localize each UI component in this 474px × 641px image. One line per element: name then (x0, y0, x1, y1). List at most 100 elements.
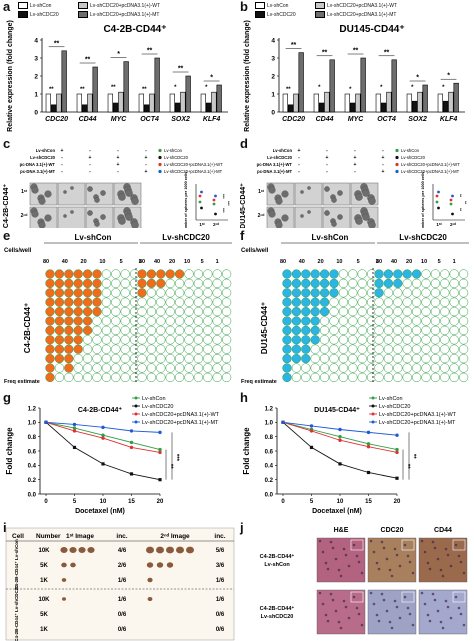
well (393, 316, 403, 326)
well (430, 297, 441, 307)
well (348, 363, 358, 373)
well (174, 325, 185, 336)
well (430, 269, 441, 279)
data-point (212, 198, 216, 202)
well (193, 344, 204, 354)
inc-cell: 1/6 (118, 578, 127, 584)
nucleus (462, 571, 466, 575)
nucleus (428, 619, 432, 623)
well (357, 335, 367, 345)
well (357, 372, 367, 383)
well (319, 325, 330, 336)
y-axis-label: Fold change (5, 427, 14, 475)
y-tick-label: 0.2 (28, 478, 37, 484)
well (319, 288, 330, 298)
nucleus (372, 602, 376, 606)
legend-item: Lv-shCDC20+pcDNA3.1(+)-WT (78, 2, 160, 9)
well (54, 306, 65, 317)
well (440, 316, 450, 326)
inset-box (452, 539, 466, 551)
well (82, 297, 93, 307)
well (282, 335, 292, 345)
well (430, 278, 441, 289)
well (374, 288, 384, 298)
well (111, 316, 121, 326)
well (137, 325, 147, 336)
nucleus (428, 567, 432, 571)
well (402, 372, 412, 383)
condition-mark: + (298, 148, 301, 154)
spheroid (331, 221, 337, 227)
data-point (366, 430, 371, 435)
well (301, 297, 311, 307)
nucleus (406, 606, 410, 610)
well (329, 325, 339, 336)
side-label: C4-2B-CD44⁺ (23, 303, 32, 353)
spheroid (125, 189, 133, 197)
legend-marker (395, 148, 399, 153)
condition-label: Lv-shCDC20 (30, 155, 56, 160)
x-tick-label: 5 (73, 499, 77, 505)
data-point (72, 429, 77, 433)
nucleus (449, 564, 453, 568)
y-axis-label: Fold change (242, 427, 251, 475)
sig-marker: ** (54, 40, 60, 47)
well (45, 297, 55, 307)
well (193, 316, 204, 326)
bar (45, 93, 51, 113)
column-header: inc. (116, 533, 127, 540)
bar (355, 93, 361, 113)
well (212, 335, 222, 345)
sig-marker: ** (384, 49, 390, 56)
well (374, 278, 384, 289)
nucleus (318, 591, 322, 595)
bar (56, 93, 62, 113)
data-point (366, 445, 371, 449)
well (64, 363, 74, 373)
condition-mark: - (61, 169, 63, 175)
nucleus (337, 620, 341, 624)
well (92, 353, 102, 364)
spheroid (324, 186, 330, 192)
data-point (395, 433, 399, 437)
well (193, 363, 204, 373)
panel-i: i Cell Number 1ˢᵗ Image inc. 2ⁿᵈ Image inc. C4… (0, 520, 237, 641)
row-label: Lv-shCDC20 (261, 614, 294, 620)
nucleus (347, 616, 351, 620)
tumor (60, 546, 68, 554)
well (329, 363, 339, 373)
well (156, 278, 166, 289)
ihc-panel-j: H&E CDC20 CD44 C4-2B-CD44⁺ Lv-shCon C4-2B-CD4… (260, 527, 468, 635)
panel-f: f Lv-shCon Lv-shCDC20 Cells/well 80 80 40 40 20… (237, 228, 474, 388)
y-tick-label: 4 (271, 38, 275, 45)
well (319, 363, 330, 373)
legend-label: Lv-shCDC20+pcDNA3.1(+)-MT (142, 420, 219, 426)
legend-item: Lv-shCDC20+pcDNA3.1(+)-WT (315, 2, 397, 9)
nucleus (439, 568, 443, 572)
well (221, 363, 232, 373)
panel-label: h (240, 390, 248, 405)
well (146, 288, 157, 298)
well (282, 269, 292, 279)
sig-marker: ** (458, 208, 463, 212)
sig-marker: * (416, 75, 419, 82)
data-point (158, 478, 162, 482)
well (137, 297, 147, 307)
nucleus (382, 546, 386, 550)
well (421, 363, 431, 373)
sig-marker: ** (322, 49, 328, 56)
well (184, 344, 194, 354)
well (458, 344, 469, 354)
line-chart-h: DU145-CD44⁺ Fold change Docetaxel (nM) 0.0 0… (242, 396, 457, 515)
nucleus (441, 574, 445, 578)
well (45, 316, 55, 326)
well (221, 288, 232, 298)
y-tick-label: 1 (34, 92, 38, 99)
cells-value: 20 (169, 259, 175, 265)
well (310, 325, 320, 336)
cells-value: 80 (139, 259, 145, 265)
panel-label: a (3, 0, 11, 14)
well (440, 306, 450, 317)
spheroid (100, 214, 106, 220)
well (111, 372, 121, 383)
